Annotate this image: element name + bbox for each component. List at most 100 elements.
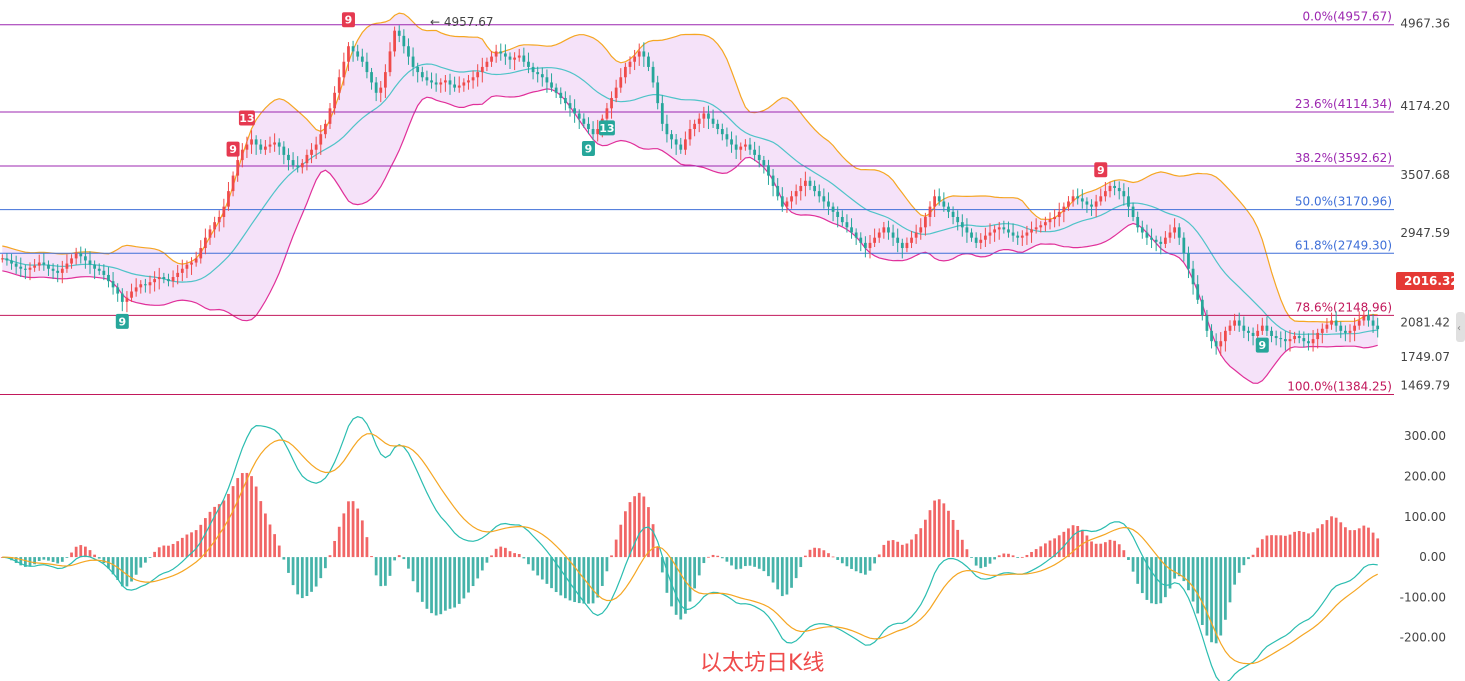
candle-body [1288,339,1292,342]
macd-histogram-bar [185,534,189,558]
macd-histogram-bar [508,551,512,558]
candle-body [1320,328,1324,333]
macd-histogram-bar [577,557,581,604]
candle-body [845,222,849,228]
candle-body [1251,332,1255,337]
candle-body [1219,341,1223,347]
macd-histogram-bar [1090,541,1093,558]
candle-body [411,56,415,67]
macd-histogram-bar [757,557,761,569]
candle-body [508,56,512,60]
macd-histogram-bar [794,557,798,579]
candle-body [1122,191,1126,197]
candle-body [1164,237,1167,244]
candle-body [1044,222,1047,226]
candle-body [965,227,969,233]
candle-body [130,291,133,298]
macd-histogram-bar [208,511,212,558]
candle-body [1284,339,1287,342]
candle-body [351,46,355,52]
macd-tick-label: 100.00 [1404,510,1446,524]
candle-body [457,85,461,88]
macd-histogram-bar [490,555,493,558]
candle-body [333,92,336,109]
macd-tick-label: 200.00 [1404,469,1446,483]
macd-histogram-bar [259,501,263,558]
candle-body [577,113,581,119]
macd-histogram-bar [319,557,323,579]
macd-tick-label: -200.00 [1400,631,1446,645]
candle-body [65,263,69,269]
macd-histogram-bar [1154,557,1158,605]
candle-body [439,82,443,85]
macd-histogram-bar [891,540,895,558]
candle-body [836,211,840,217]
macd-histogram-bar [56,557,60,564]
macd-histogram-bar [190,532,193,558]
candle-body [1016,235,1020,238]
macd-histogram-bar [300,557,304,599]
macd-histogram-bar [356,508,360,558]
candle-body [960,222,964,228]
macd-histogram-bar [1168,557,1172,589]
macd-histogram-bar [148,557,152,558]
fib-label: 78.6%(2148.96) [1295,300,1392,314]
td-marker-box [238,110,255,126]
macd-histogram-bar [1237,557,1241,573]
candle-body [1279,338,1283,340]
candle-body [924,216,927,228]
macd-histogram-bar [1150,557,1153,604]
candle-body [444,80,447,83]
macd-histogram-bar [896,541,900,558]
macd-histogram-bar [134,557,138,575]
price-tick-label: 1749.07 [1400,350,1450,364]
macd-histogram-bar [116,557,120,580]
candle-body [1210,330,1213,342]
candle-body [97,268,101,271]
macd-histogram-bar [1228,557,1232,603]
candle-body [102,270,106,275]
candle-body [222,206,226,217]
candle-body [287,154,290,161]
candle-body [651,66,655,83]
candle-body [1108,185,1112,192]
candle-body [1357,320,1361,326]
candle-body [591,129,595,135]
td-marker-box [598,120,615,136]
macd-histogram-bar [656,547,660,558]
candle-body [236,160,240,176]
candle-body [734,144,738,150]
candle-body [416,66,420,73]
candle-body [259,144,263,150]
macd-histogram-bar [910,539,913,558]
macd-histogram-bar [453,557,456,608]
candle-body [790,196,793,202]
candle-body [1293,336,1296,340]
band-upper-line [2,12,1378,323]
macd-histogram-bar [734,557,738,570]
macd-histogram-bar [277,545,281,558]
macd-histogram-bar [370,556,373,558]
macd-histogram-bar [573,557,576,603]
td-marker-box [581,141,595,157]
td-marker: 13 [598,120,615,136]
macd-histogram-bar [711,554,715,558]
macd-histogram-bar [444,557,447,611]
macd-histogram-bar [914,534,918,558]
macd-histogram-bar [328,555,332,558]
candle-body [1007,229,1010,233]
candle-body [1265,325,1269,331]
macd-histogram-bar [33,557,36,565]
macd-histogram-bar [1297,531,1301,558]
macd-histogram-bar [402,557,406,560]
macd-histogram-bar [1205,557,1209,636]
macd-histogram-bar [157,547,161,558]
candle-body [808,180,812,186]
candle-body [14,263,18,267]
macd-dea-line [2,433,1378,665]
scroll-handle[interactable]: ‹ [1456,312,1465,342]
candle-body [550,82,553,88]
candle-body [937,196,941,202]
current-price-label: 2016.32 [1404,274,1459,288]
candle-body [1117,188,1121,192]
